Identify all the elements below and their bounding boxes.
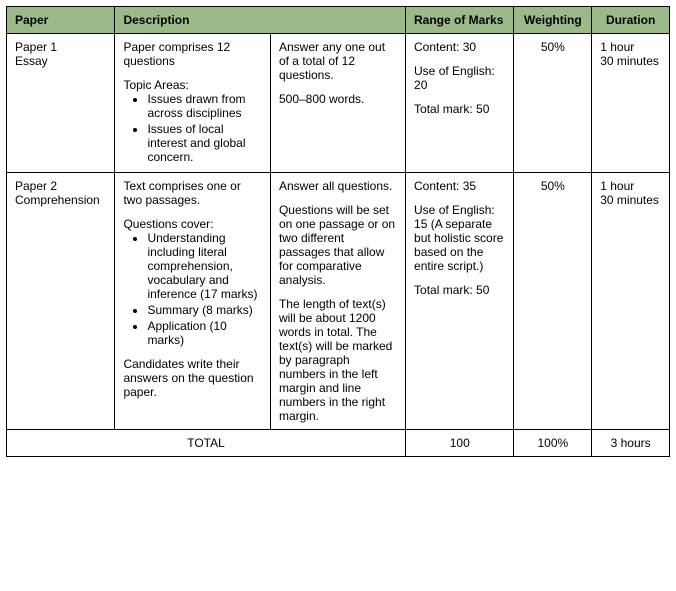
list-item: Issues of local interest and global conc…	[147, 122, 262, 164]
desc-intro: Text comprises one or two passages.	[123, 179, 262, 207]
duration-cell: 1 hour 30 minutes	[592, 173, 670, 430]
col-description: Description	[115, 7, 406, 34]
q-list: Understanding including literal comprehe…	[123, 231, 262, 347]
total-weighting: 100%	[514, 430, 592, 457]
marks-line: Use of English: 15 (A separate but holis…	[414, 203, 505, 273]
paper-cell: Paper 1 Essay	[7, 34, 115, 173]
weighting-cell: 50%	[514, 34, 592, 173]
marks-cell: Content: 30 Use of English: 20 Total mar…	[406, 34, 514, 173]
list-item: Application (10 marks)	[147, 319, 262, 347]
total-row: TOTAL 100 100% 3 hours	[7, 430, 670, 457]
desc-b-p1: Answer all questions.	[279, 179, 397, 193]
desc-b-p3: The length of text(s) will be about 1200…	[279, 297, 397, 423]
duration-cell: 1 hour 30 minutes	[592, 34, 670, 173]
desc-b-p1: Answer any one out of a total of 12 ques…	[279, 40, 397, 82]
duration-line: 30 minutes	[600, 54, 661, 68]
marks-line: Content: 35	[414, 179, 505, 193]
description-b: Answer all questions. Questions will be …	[270, 173, 405, 430]
total-duration: 3 hours	[592, 430, 670, 457]
list-item: Summary (8 marks)	[147, 303, 262, 317]
topic-label: Topic Areas:	[123, 78, 262, 92]
list-item: Understanding including literal comprehe…	[147, 231, 262, 301]
header-row: Paper Description Range of Marks Weighti…	[7, 7, 670, 34]
col-range: Range of Marks	[406, 7, 514, 34]
paper-subname: Essay	[15, 54, 106, 68]
duration-line: 1 hour	[600, 179, 661, 193]
q-label: Questions cover:	[123, 217, 262, 231]
duration-line: 1 hour	[600, 40, 661, 54]
table-row: Paper 2 Comprehension Text comprises one…	[7, 173, 670, 430]
desc-b-p2: 500–800 words.	[279, 92, 397, 106]
marks-line: Use of English: 20	[414, 64, 505, 92]
desc-intro: Paper comprises 12 questions	[123, 40, 262, 68]
description-a: Paper comprises 12 questions Topic Areas…	[115, 34, 271, 173]
marks-line: Total mark: 50	[414, 283, 505, 297]
marks-cell: Content: 35 Use of English: 15 (A separa…	[406, 173, 514, 430]
description-b: Answer any one out of a total of 12 ques…	[270, 34, 405, 173]
paper-name: Paper 1	[15, 40, 106, 54]
weighting-cell: 50%	[514, 173, 592, 430]
col-weighting: Weighting	[514, 7, 592, 34]
duration-line: 30 minutes	[600, 193, 661, 207]
total-marks: 100	[406, 430, 514, 457]
total-label: TOTAL	[7, 430, 406, 457]
col-paper: Paper	[7, 7, 115, 34]
col-duration: Duration	[592, 7, 670, 34]
marks-line: Total mark: 50	[414, 102, 505, 116]
desc-outro: Candidates write their answers on the qu…	[123, 357, 262, 399]
paper-subname: Comprehension	[15, 193, 106, 207]
description-a: Text comprises one or two passages. Ques…	[115, 173, 271, 430]
desc-b-p2: Questions will be set on one passage or …	[279, 203, 397, 287]
assessment-table: Paper Description Range of Marks Weighti…	[6, 6, 670, 457]
paper-cell: Paper 2 Comprehension	[7, 173, 115, 430]
table-row: Paper 1 Essay Paper comprises 12 questio…	[7, 34, 670, 173]
marks-line: Content: 30	[414, 40, 505, 54]
topic-list: Issues drawn from across disciplines Iss…	[123, 92, 262, 164]
paper-name: Paper 2	[15, 179, 106, 193]
list-item: Issues drawn from across disciplines	[147, 92, 262, 120]
